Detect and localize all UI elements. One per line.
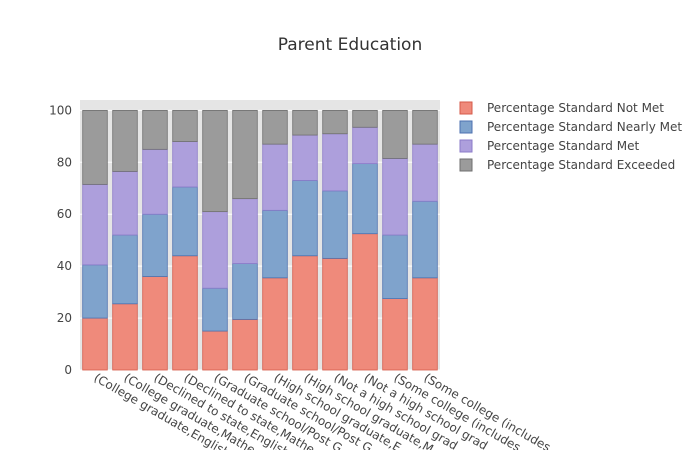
bar-segment[interactable] (82, 183, 108, 266)
bar-segment[interactable] (232, 263, 258, 320)
bar-segment[interactable] (142, 213, 168, 277)
bar-segment[interactable] (382, 298, 408, 371)
bars (82, 109, 438, 371)
bar-segment[interactable] (232, 109, 258, 200)
bar-segment[interactable] (292, 109, 318, 136)
bar-segment[interactable] (202, 211, 228, 289)
bar-segment[interactable] (202, 287, 228, 332)
bar-segment[interactable] (352, 233, 378, 371)
y-tick-label: 80 (57, 155, 72, 169)
legend-swatch (459, 139, 473, 153)
legend-swatch (459, 120, 473, 134)
bar-segment[interactable] (112, 170, 138, 236)
y-tick-label: 0 (64, 363, 72, 377)
y-tick-label: 20 (57, 311, 72, 325)
bar-segment[interactable] (142, 148, 168, 215)
bar-segment[interactable] (352, 163, 378, 235)
bar-segment[interactable] (292, 134, 318, 181)
legend-label: Percentage Standard Not Met (487, 101, 664, 115)
bar-segment[interactable] (142, 109, 168, 150)
legend-label: Percentage Standard Met (487, 139, 639, 153)
y-tick-label: 40 (57, 259, 72, 273)
y-axis: 0 20 40 60 80 100 (49, 103, 72, 377)
bar-segment[interactable] (172, 141, 198, 188)
bar-segment[interactable] (322, 133, 348, 192)
legend-label: Percentage Standard Exceeded (487, 158, 675, 172)
chart-title: Parent Education (278, 35, 422, 55)
bar-segment[interactable] (262, 109, 288, 145)
bar-segment[interactable] (412, 109, 438, 145)
bar-segment[interactable] (352, 109, 378, 128)
bar-segment[interactable] (382, 234, 408, 300)
bar-segment[interactable] (82, 317, 108, 371)
legend[interactable]: Percentage Standard Not Met Percentage St… (459, 101, 682, 172)
bar-segment[interactable] (142, 276, 168, 371)
bar-segment[interactable] (322, 109, 348, 135)
bar-segment[interactable] (262, 277, 288, 371)
bar-segment[interactable] (382, 158, 408, 236)
bar-segment[interactable] (412, 200, 438, 279)
bar-segment[interactable] (412, 143, 438, 202)
bar-segment[interactable] (232, 318, 258, 371)
bar-segment[interactable] (292, 255, 318, 371)
legend-item[interactable]: Percentage Standard Nearly Met (459, 120, 682, 134)
bar-segment[interactable] (172, 255, 198, 371)
bar-segment[interactable] (82, 264, 108, 319)
bar-segment[interactable] (82, 109, 108, 185)
y-tick-label: 60 (57, 207, 72, 221)
bar-segment[interactable] (322, 190, 348, 259)
legend-item[interactable]: Percentage Standard Met (459, 139, 639, 153)
bar-segment[interactable] (352, 126, 378, 165)
legend-swatch (459, 101, 473, 115)
bar-segment[interactable] (412, 277, 438, 371)
bar-segment[interactable] (262, 209, 288, 279)
bar-segment[interactable] (322, 257, 348, 371)
bar-segment[interactable] (112, 234, 138, 305)
bar-segment[interactable] (232, 198, 258, 264)
legend-label: Percentage Standard Nearly Met (487, 120, 682, 134)
bar-segment[interactable] (202, 109, 228, 213)
y-tick-label: 100 (49, 103, 72, 117)
legend-swatch (459, 158, 473, 172)
legend-item[interactable]: Percentage Standard Exceeded (459, 158, 675, 172)
bar-segment[interactable] (292, 180, 318, 257)
bar-segment[interactable] (202, 330, 228, 371)
bar-segment[interactable] (172, 186, 198, 257)
bar-segment[interactable] (382, 109, 408, 159)
bar-segment[interactable] (112, 109, 138, 172)
x-axis: (College graduate,English(College gradua… (92, 370, 553, 450)
legend-item[interactable]: Percentage Standard Not Met (459, 101, 664, 115)
bar-segment[interactable] (262, 143, 288, 211)
grid-lines (80, 109, 440, 371)
bar-segment[interactable] (112, 303, 138, 371)
bar-segment[interactable] (172, 109, 198, 142)
plot-background (80, 100, 440, 370)
